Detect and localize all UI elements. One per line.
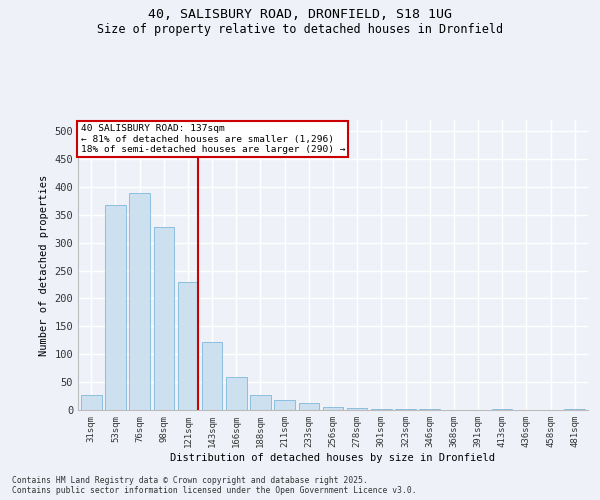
Text: Contains HM Land Registry data © Crown copyright and database right 2025.
Contai: Contains HM Land Registry data © Crown c…: [12, 476, 416, 495]
Bar: [347, 408, 367, 410]
Text: 40, SALISBURY ROAD, DRONFIELD, S18 1UG: 40, SALISBURY ROAD, DRONFIELD, S18 1UG: [148, 8, 452, 20]
Bar: [130, 192, 150, 410]
Bar: [154, 227, 174, 410]
Text: 40 SALISBURY ROAD: 137sqm
← 81% of detached houses are smaller (1,296)
18% of se: 40 SALISBURY ROAD: 137sqm ← 81% of detac…: [80, 124, 345, 154]
Bar: [105, 205, 126, 410]
Bar: [323, 406, 343, 410]
Bar: [371, 409, 392, 410]
Bar: [299, 403, 319, 410]
Bar: [226, 376, 247, 410]
Y-axis label: Number of detached properties: Number of detached properties: [39, 174, 49, 356]
Bar: [274, 400, 295, 410]
Bar: [250, 395, 271, 410]
Bar: [178, 282, 198, 410]
Bar: [565, 409, 585, 410]
Bar: [202, 342, 223, 410]
Text: Size of property relative to detached houses in Dronfield: Size of property relative to detached ho…: [97, 22, 503, 36]
Bar: [81, 395, 101, 410]
X-axis label: Distribution of detached houses by size in Dronfield: Distribution of detached houses by size …: [170, 452, 496, 462]
